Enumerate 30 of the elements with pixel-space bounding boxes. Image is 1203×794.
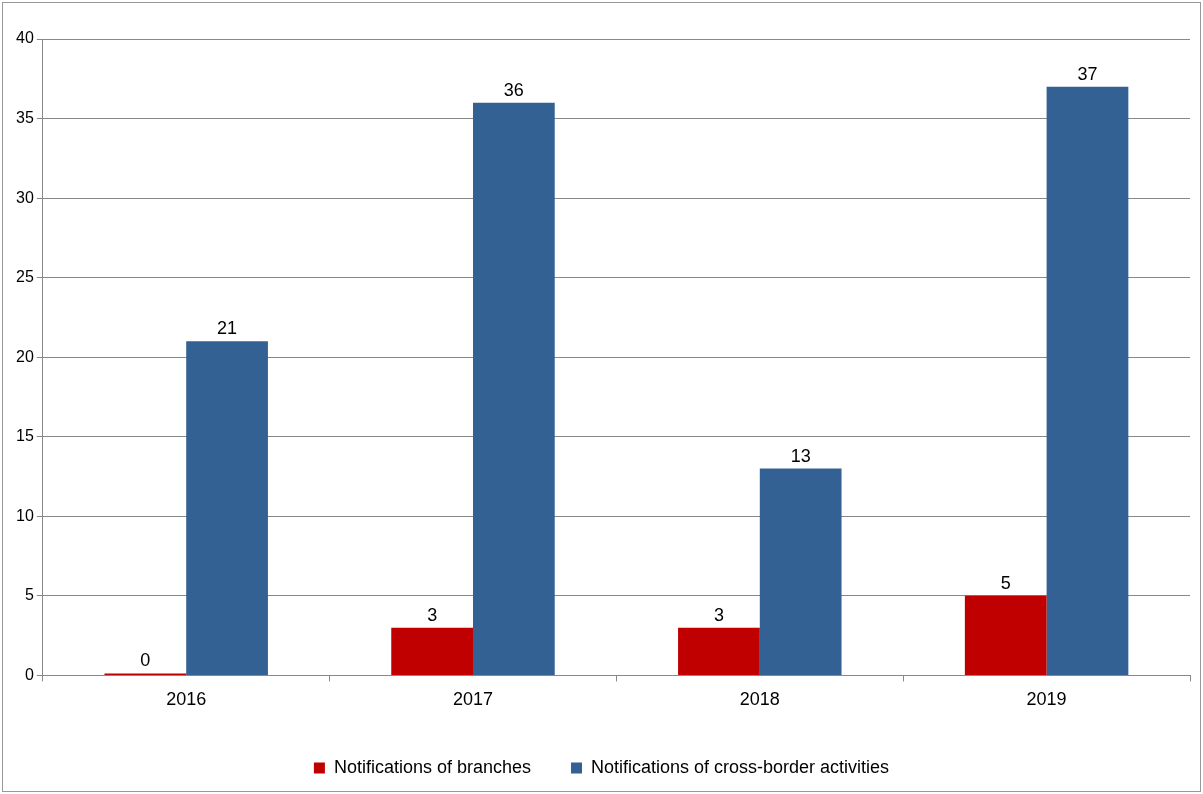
x-tick-label: 2018 <box>739 689 780 710</box>
bar <box>678 627 760 675</box>
data-label: 0 <box>140 650 151 671</box>
bar <box>759 468 842 675</box>
y-tick-label: 5 <box>24 586 34 604</box>
data-label: 3 <box>713 604 724 625</box>
data-label: 36 <box>503 79 524 100</box>
x-tick-label: 2019 <box>1026 689 1067 710</box>
data-label: 21 <box>217 318 238 339</box>
bar <box>1046 86 1129 675</box>
y-tick-label: 10 <box>16 506 34 524</box>
x-tick-label: 2016 <box>166 689 207 710</box>
bar <box>186 341 268 675</box>
y-tick-label: 20 <box>16 347 34 365</box>
legend-label: Notifications of branches <box>333 756 531 777</box>
bar <box>391 627 473 675</box>
y-tick-label: 0 <box>24 665 34 683</box>
data-label: 3 <box>427 604 438 625</box>
bar <box>964 595 1047 675</box>
y-tick-label: 40 <box>16 29 34 47</box>
data-label: 13 <box>790 445 811 466</box>
data-label: 5 <box>1000 572 1011 593</box>
y-tick-label: 15 <box>16 427 34 445</box>
x-tick-label: 2017 <box>452 689 494 710</box>
y-tick-label: 35 <box>16 108 34 126</box>
y-tick-label: 25 <box>16 268 34 286</box>
legend-label: Notifications of cross-border activities <box>591 756 890 777</box>
bar <box>473 102 555 675</box>
data-label: 37 <box>1077 63 1098 84</box>
y-tick-label: 30 <box>16 188 34 206</box>
